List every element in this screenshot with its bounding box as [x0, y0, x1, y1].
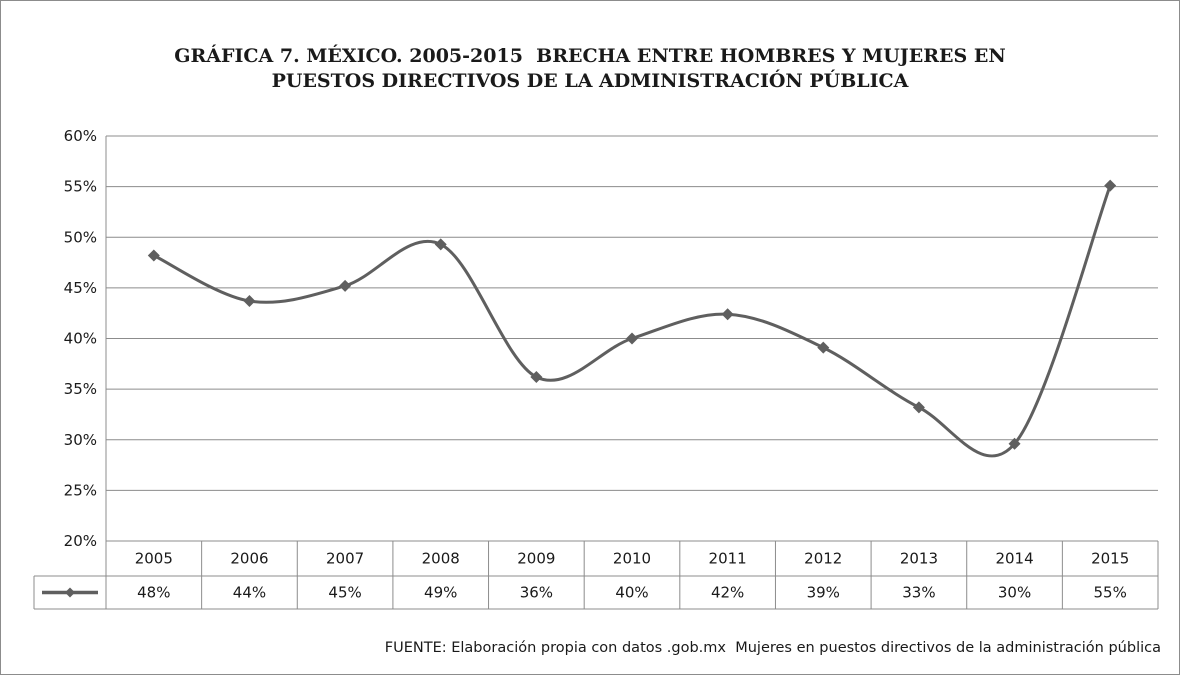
- chart-title-line1: GRÁFICA 7. MÉXICO. 2005-2015 BRECHA ENTR…: [174, 45, 1006, 67]
- chart-title-line2: PUESTOS DIRECTIVOS DE LA ADMINISTRACIÓN …: [271, 70, 909, 92]
- chart-title: GRÁFICA 7. MÉXICO. 2005-2015 BRECHA ENTR…: [0, 44, 1180, 94]
- x-tick-label: 2006: [230, 550, 268, 568]
- data-point: [243, 295, 256, 308]
- data-point: [1104, 179, 1117, 192]
- y-tick-label: 20%: [64, 532, 97, 550]
- series-line: [153, 185, 1112, 458]
- y-tick-label: 30%: [64, 431, 97, 449]
- data-point: [912, 401, 925, 414]
- x-tick-label: 2007: [326, 550, 364, 568]
- table-value-label: 44%: [233, 584, 266, 602]
- x-tick-label: 2008: [422, 550, 460, 568]
- table-value-label: 49%: [424, 584, 457, 602]
- data-point: [721, 308, 734, 321]
- data-point: [434, 238, 447, 251]
- table-value-label: 48%: [137, 584, 170, 602]
- data-point: [530, 370, 543, 383]
- table-value-label: 42%: [711, 584, 744, 602]
- table-value-label: 30%: [998, 584, 1031, 602]
- legend-marker-key: [65, 587, 75, 598]
- y-tick-label: 35%: [64, 380, 97, 398]
- data-point: [1008, 437, 1021, 450]
- x-tick-label: 2009: [517, 550, 555, 568]
- y-tick-label: 50%: [64, 228, 97, 246]
- x-tick-label: 2010: [613, 550, 651, 568]
- table-value-label: 39%: [807, 584, 840, 602]
- x-tick-label: 2005: [135, 550, 173, 568]
- table-value-label: 36%: [520, 584, 553, 602]
- data-point: [147, 249, 160, 262]
- table-value-label: 45%: [328, 584, 361, 602]
- data-point: [626, 332, 638, 345]
- data-point: [339, 279, 352, 292]
- x-tick-label: 2013: [900, 550, 938, 568]
- y-tick-label: 40%: [64, 330, 97, 348]
- x-tick-label: 2011: [709, 550, 747, 568]
- table-value-label: 40%: [615, 584, 648, 602]
- x-tick-label: 2012: [804, 550, 842, 568]
- x-tick-label: 2015: [1091, 550, 1129, 568]
- y-tick-label: 25%: [64, 481, 97, 499]
- table-value-label: 33%: [902, 584, 935, 602]
- y-tick-label: 60%: [64, 127, 97, 145]
- data-point: [817, 341, 830, 354]
- y-tick-label: 55%: [64, 178, 97, 196]
- table-value-label: 55%: [1094, 584, 1127, 602]
- x-tick-label: 2014: [995, 550, 1033, 568]
- chart-source: FUENTE: Elaboración propia con datos .go…: [384, 640, 1161, 656]
- y-tick-label: 45%: [64, 279, 97, 297]
